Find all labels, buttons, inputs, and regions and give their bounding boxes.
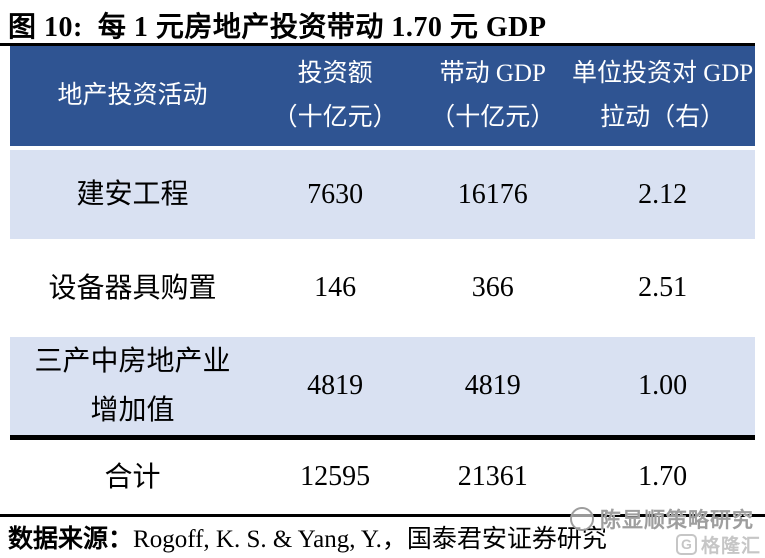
- title-underline: [0, 43, 755, 46]
- source-text: Rogoff, K. S. & Yang, Y.，国泰君安证券研究: [133, 526, 607, 553]
- total-row-separator: [10, 435, 755, 440]
- cell-ratio: 1.70: [638, 461, 688, 492]
- cell-gdp: 366: [471, 272, 514, 303]
- data-source-line: 数据来源：Rogoff, K. S. & Yang, Y.，国泰君安证券研究: [8, 519, 607, 555]
- table-row-construction: 建安工程 7630 16176 2.12: [10, 150, 755, 239]
- table-row-tertiary: 三产中房地产业增加值 4819 4819 1.00: [10, 337, 755, 435]
- investment-gdp-table: 地产投资活动 投资额 （十亿元） 带动 GDP （十亿元） 单位投资对 GDP …: [10, 46, 755, 514]
- cell-ratio: 2.51: [638, 272, 688, 303]
- cell-activity: 设备器具购置: [48, 272, 217, 304]
- table-bottom-rule: [0, 514, 765, 517]
- watermark-avatar-icon: [570, 507, 594, 531]
- cell-investment: 7630: [307, 178, 364, 210]
- table-row-total: 合计 12595 21361 1.70: [10, 440, 755, 514]
- col-header-line: 投资额: [297, 60, 373, 87]
- cell-investment: 4819: [307, 370, 364, 401]
- header-body-gap: [10, 146, 755, 150]
- col-header-ratio: 单位投资对 GDP 拉动（右）: [570, 46, 755, 146]
- cell-activity: 建安工程: [76, 179, 189, 210]
- cell-ratio: 1.00: [638, 370, 688, 401]
- watermark: 陈显顺策略研究: [570, 504, 754, 534]
- cell-gdp: 16176: [457, 178, 528, 210]
- col-header-line: 单位投资对 GDP: [571, 60, 754, 87]
- table-row-equipment: 设备器具购置 146 366 2.51: [10, 239, 755, 337]
- table-header-row: 地产投资活动 投资额 （十亿元） 带动 GDP （十亿元） 单位投资对 GDP …: [10, 46, 755, 146]
- cell-ratio: 2.12: [638, 178, 688, 210]
- cell-gdp: 21361: [457, 461, 528, 492]
- source-label: 数据来源：: [8, 526, 134, 553]
- gelonghui-logo: G 格隆汇: [676, 531, 761, 558]
- col-header-activity: 地产投资活动: [10, 46, 255, 146]
- cell-investment: 12595: [300, 461, 371, 492]
- col-header-line: 带动 GDP: [439, 60, 546, 87]
- watermark-name: 陈显顺策略研究: [600, 508, 754, 532]
- col-header-line: 拉动（右）: [600, 104, 726, 131]
- col-header-gdp: 带动 GDP （十亿元）: [415, 46, 570, 146]
- col-header-line: （十亿元）: [272, 104, 398, 131]
- col-header-investment: 投资额 （十亿元）: [255, 46, 415, 146]
- figure-title: 图 10: 每 1 元房地产投资带动 1.70 元 GDP: [8, 12, 547, 43]
- cell-activity: 合计: [104, 461, 161, 493]
- gelonghui-logo-icon: G: [676, 534, 697, 555]
- cell-investment: 146: [314, 272, 357, 303]
- col-header-line: 地产投资活动: [57, 82, 208, 109]
- cell-activity: 三产中房地产业增加值: [34, 346, 231, 426]
- cell-gdp: 4819: [464, 370, 521, 401]
- col-header-line: （十亿元）: [430, 104, 556, 131]
- gelonghui-logo-text: 格隆汇: [701, 536, 762, 557]
